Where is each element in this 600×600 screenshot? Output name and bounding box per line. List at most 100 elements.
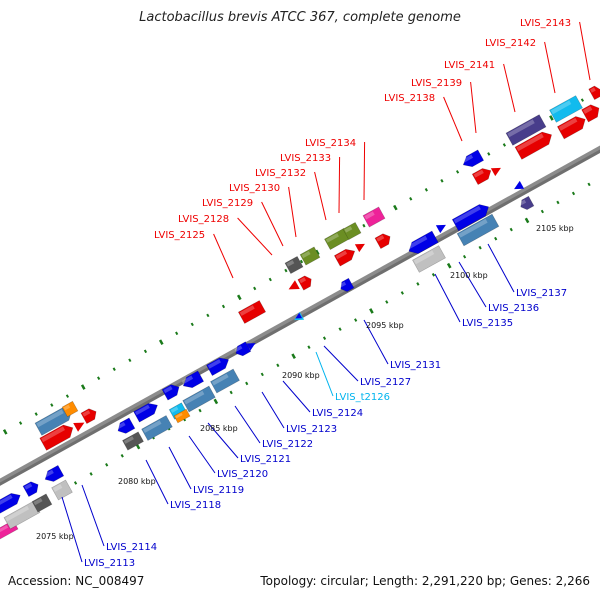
- gene-red-shape: [581, 104, 600, 123]
- gene-blue-highlight: [181, 375, 194, 385]
- gene-blue-highlight: [207, 359, 221, 369]
- tick-dot-lower: [135, 443, 141, 450]
- gene-red-small: [490, 167, 501, 177]
- gene-red-highlight: [299, 277, 307, 284]
- gene-blue: [0, 493, 21, 515]
- gene-steel-shape: [182, 385, 216, 413]
- leader-line-upper: [363, 141, 366, 201]
- tick-dot-upper: [65, 394, 70, 398]
- gene-label-upper: LVIS_2139: [411, 78, 462, 89]
- gene-red-small-shape: [490, 167, 501, 177]
- tick-dot-upper: [268, 277, 272, 282]
- gene-red-shape: [237, 300, 267, 324]
- gene-cyan-shape: [549, 95, 583, 123]
- kbp-label: 2100 kbp: [450, 271, 488, 280]
- accession-text: Accession: NC_008497: [8, 574, 145, 588]
- gene-label-lower: LVIS_2120: [217, 469, 268, 480]
- gene-label-upper: LVIS_2129: [202, 198, 253, 209]
- gene-orange: [173, 408, 191, 424]
- gene-gray-highlight: [33, 497, 43, 506]
- gene-blue-small-shape: [246, 343, 256, 351]
- tick-dot-upper: [440, 179, 444, 183]
- tick-dot-upper: [206, 313, 210, 318]
- tick-dot-upper: [253, 286, 257, 291]
- gene-blue-highlight: [461, 154, 474, 164]
- tick-dot-upper: [549, 115, 554, 121]
- genome-summary-text: Topology: circular; Length: 2,291,220 bp…: [260, 574, 590, 588]
- gene-blue-shape: [182, 370, 205, 389]
- gene-red-highlight: [516, 133, 544, 152]
- gene-red-shape: [556, 116, 586, 140]
- gene-magenta-highlight: [0, 525, 9, 534]
- gene-blue-small-shape: [295, 312, 303, 319]
- gene-steel: [210, 368, 240, 394]
- gene-label-lower: LVIS_2127: [360, 377, 411, 388]
- gene-blue-highlight: [43, 469, 54, 478]
- gene-red-highlight: [41, 426, 65, 443]
- gene-light-2114-highlight: [5, 505, 30, 522]
- gene-gray-highlight: [123, 436, 134, 444]
- gene-light-2114-shape: [3, 500, 41, 530]
- kbp-label: 2105 kbp: [536, 224, 574, 233]
- gene-red: [514, 131, 552, 160]
- gene-red-shape: [39, 424, 74, 451]
- map-title: Lactobacillus brevis ATCC 367, complete …: [139, 10, 461, 25]
- tick-dot-lower: [291, 353, 296, 359]
- gene-blue-shape: [117, 417, 136, 434]
- tick-dot-lower: [400, 291, 404, 295]
- gene-blue-small: [295, 312, 303, 319]
- gene-red-small-shape: [73, 422, 85, 432]
- gene-label-lower: LVIS_2121: [240, 454, 291, 465]
- gene-red-small: [354, 243, 365, 253]
- gene-label-upper: LVIS_2142: [485, 38, 536, 49]
- tick-dot-lower: [245, 381, 249, 386]
- gene-orange: [61, 400, 79, 418]
- gene-red: [556, 116, 586, 140]
- gene-steel: [456, 213, 500, 247]
- gene-red-shape: [374, 233, 391, 250]
- gene-blue: [43, 464, 65, 482]
- gene-gray-shape: [284, 255, 304, 275]
- gene-magenta-highlight: [364, 211, 375, 220]
- gene-blue-small: [246, 343, 256, 351]
- tick-dot-upper: [112, 367, 116, 372]
- tick-dot-upper: [299, 259, 304, 264]
- gene-blue-shape: [22, 481, 39, 498]
- leader-line-lower: [363, 319, 389, 365]
- gene-olive-shape: [299, 246, 321, 266]
- gene-gray: [284, 255, 304, 275]
- gene-red-highlight: [582, 106, 593, 114]
- gene-olive-highlight: [325, 233, 339, 243]
- gene-blue: [181, 370, 205, 389]
- gene-red-shape: [588, 85, 600, 101]
- tick-dot-upper: [50, 403, 54, 407]
- gene-label-lower: LVIS_2135: [462, 318, 513, 329]
- tick-dot-upper: [128, 358, 132, 363]
- gene-red-shape: [514, 131, 552, 160]
- leader-line-lower: [145, 459, 169, 505]
- gene-steel-highlight: [184, 390, 205, 405]
- gene-light: [51, 479, 73, 501]
- gene-label-lower: LVIS_2118: [170, 500, 221, 511]
- gene-purple-highlight: [519, 199, 527, 206]
- gene-blue-shape: [462, 149, 485, 168]
- tick-dot-lower: [431, 273, 436, 277]
- tick-dot-upper: [487, 152, 491, 156]
- leader-line-lower: [434, 273, 461, 323]
- gene-features: [0, 85, 600, 541]
- label-leaders: [61, 21, 591, 563]
- gene-blue: [451, 204, 490, 232]
- leader-line-lower: [261, 391, 285, 429]
- gene-label-lower: LVIS_2123: [286, 424, 337, 435]
- gene-red-small: [288, 280, 300, 290]
- gene-red: [80, 408, 97, 425]
- tick-dot-lower: [354, 318, 358, 322]
- gene-red-highlight: [82, 410, 91, 417]
- gene-blue: [461, 149, 485, 168]
- gene-orange-shape: [61, 400, 79, 418]
- gene-light-highlight: [413, 250, 435, 265]
- gene-magenta: [362, 206, 386, 228]
- leader-line-upper: [338, 156, 341, 214]
- tick-dot-upper: [34, 412, 38, 416]
- gene-light-highlight: [52, 484, 63, 492]
